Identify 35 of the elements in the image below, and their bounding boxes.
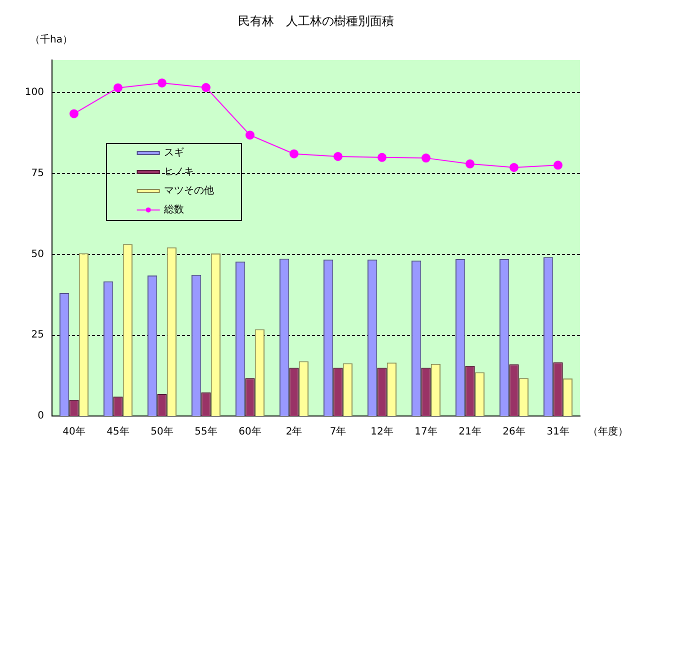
point: [466, 159, 474, 168]
x-tick-label: 7年: [330, 426, 346, 438]
y-tick-label: 75: [31, 168, 44, 179]
legend-label: スギ: [164, 146, 184, 159]
x-axis-title: （年度）: [588, 426, 628, 438]
x-tick-label: 50年: [150, 426, 174, 438]
point: [422, 154, 430, 163]
point: [158, 78, 166, 88]
point: [70, 109, 78, 118]
x-tick-label: 17年: [414, 426, 438, 438]
y-tick-label: 25: [31, 330, 44, 341]
point: [246, 130, 254, 140]
point: [114, 83, 122, 92]
x-tick-label: 45年: [106, 426, 130, 438]
x-tick-label: 12年: [370, 426, 394, 438]
point: [290, 149, 298, 158]
x-tick-label: 21年: [458, 426, 482, 438]
point: [510, 162, 518, 172]
y-axis-title: （千ha）: [30, 34, 72, 46]
legend-label: 総数: [162, 204, 184, 216]
x-tick-label: 31年: [546, 426, 570, 438]
point: [202, 83, 210, 92]
x-tick-label: 2年: [286, 426, 302, 438]
point: [554, 160, 562, 170]
x-tick-label: 60年: [238, 426, 262, 438]
point: [334, 152, 342, 161]
chart-title: 民有林 人工林の樹種別面積: [238, 14, 394, 28]
point: [378, 152, 386, 162]
x-tick-label: 26年: [502, 426, 526, 438]
x-tick-label: 55年: [194, 426, 218, 438]
legend-label: マツその他: [164, 184, 214, 197]
y-tick-label: 0: [38, 410, 44, 422]
y-tick-label: 50: [31, 248, 44, 260]
y-tick-label: 100: [24, 86, 44, 98]
x-tick-label: 40年: [62, 426, 86, 438]
